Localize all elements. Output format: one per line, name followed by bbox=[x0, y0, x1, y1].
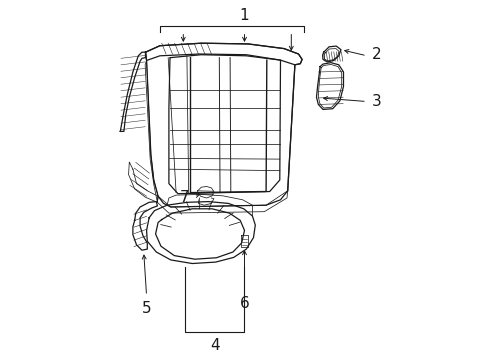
Text: 7: 7 bbox=[180, 190, 189, 205]
Text: 5: 5 bbox=[142, 301, 151, 316]
Text: 6: 6 bbox=[239, 296, 249, 311]
Text: 1: 1 bbox=[239, 8, 249, 23]
Text: 2: 2 bbox=[371, 47, 381, 62]
Text: 4: 4 bbox=[210, 338, 219, 354]
Text: 3: 3 bbox=[371, 94, 381, 109]
